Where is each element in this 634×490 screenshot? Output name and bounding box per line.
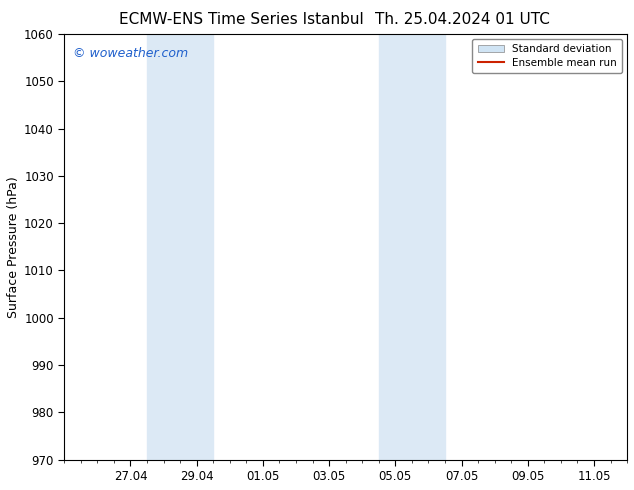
Bar	[378, 34, 445, 460]
Text: ECMW-ENS Time Series Istanbul: ECMW-ENS Time Series Istanbul	[119, 12, 363, 27]
Legend: Standard deviation, Ensemble mean run: Standard deviation, Ensemble mean run	[472, 39, 622, 73]
Text: © woweather.com: © woweather.com	[73, 47, 188, 60]
Y-axis label: Surface Pressure (hPa): Surface Pressure (hPa)	[7, 176, 20, 318]
Bar	[147, 34, 213, 460]
Text: Th. 25.04.2024 01 UTC: Th. 25.04.2024 01 UTC	[375, 12, 550, 27]
